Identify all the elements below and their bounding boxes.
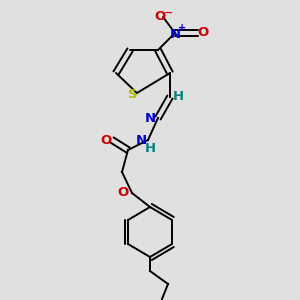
Text: H: H [144, 142, 156, 155]
Text: N: N [144, 112, 156, 124]
Text: O: O [100, 134, 112, 146]
Text: O: O [117, 187, 129, 200]
Text: N: N [135, 134, 147, 148]
Text: −: − [164, 8, 174, 18]
Text: O: O [197, 26, 208, 40]
Text: S: S [128, 88, 138, 100]
Text: N: N [169, 28, 181, 40]
Text: O: O [154, 11, 166, 23]
Text: H: H [172, 91, 184, 103]
Text: +: + [178, 23, 186, 33]
